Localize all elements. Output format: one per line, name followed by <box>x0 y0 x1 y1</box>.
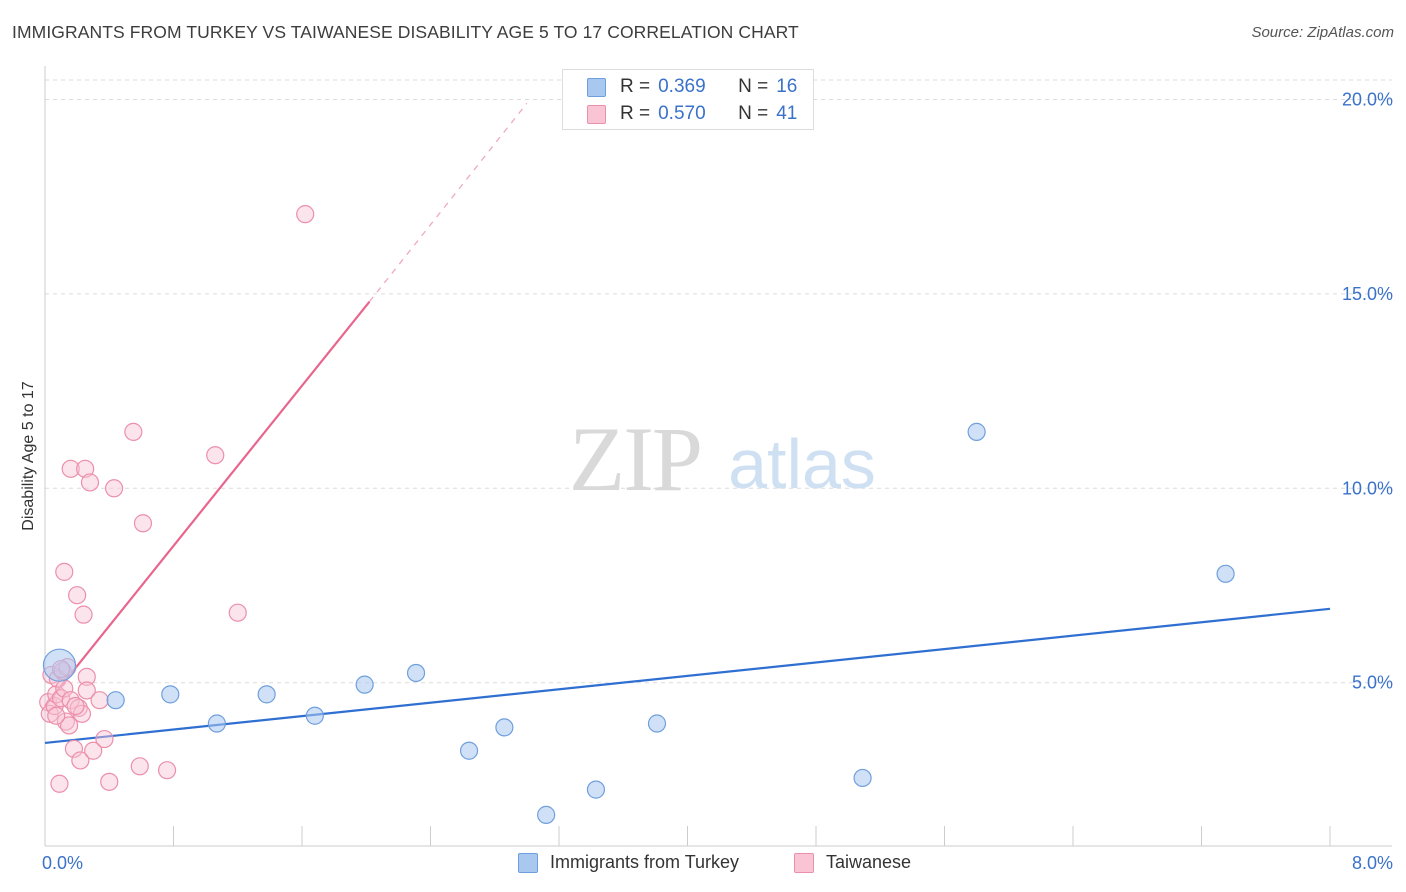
taiwanese-point <box>133 514 153 533</box>
taiwanese-point <box>76 459 95 478</box>
stats-legend: R = 0.369 N = 16 R = 0.570 N = 41 <box>562 69 814 130</box>
legend-label-turkey: Immigrants from Turkey <box>550 852 740 872</box>
point-layer <box>39 205 1235 824</box>
turkey-point <box>305 706 324 725</box>
taiwanese-point <box>69 698 88 718</box>
taiwanese-point <box>47 706 66 725</box>
turkey-point <box>207 714 226 733</box>
legend-item-taiwanese[interactable]: Taiwanese <box>794 852 911 873</box>
turkey-point <box>161 685 180 704</box>
r-value: 0.369 <box>658 76 706 97</box>
n-label: N = <box>738 103 769 124</box>
turkey-point <box>257 685 276 704</box>
taiwanese-point <box>59 716 79 735</box>
r-value: 0.570 <box>658 103 706 124</box>
taiwanese-trend-line <box>44 300 371 707</box>
y-tick-label: 10.0% <box>1342 478 1393 498</box>
legend-item-turkey[interactable]: Immigrants from Turkey <box>518 852 739 873</box>
taiwanese-point <box>74 605 93 624</box>
taiwanese-point <box>296 205 315 224</box>
turkey-point <box>537 805 556 824</box>
turkey-point <box>495 718 514 737</box>
taiwanese-point <box>206 446 225 465</box>
x-tick-label: 8.0% <box>1352 853 1393 873</box>
taiwanese-point <box>104 479 124 498</box>
turkey-point <box>1216 564 1235 583</box>
taiwanese-point <box>50 774 69 793</box>
taiwanese-point <box>84 741 103 760</box>
tick-label-layer: 5.0% 10.0% 15.0% 20.0% 0.0% 8.0% <box>42 89 1393 873</box>
r-label: R = <box>620 76 651 97</box>
taiwanese-point <box>66 696 85 716</box>
taiwanese-point <box>68 586 87 605</box>
y-tick-label: 15.0% <box>1342 284 1393 304</box>
legend-label-taiwanese: Taiwanese <box>826 852 912 872</box>
x-tick-label: 0.0% <box>42 853 83 873</box>
watermark-atlas: atlas <box>728 425 876 503</box>
taiwanese-point <box>100 772 119 791</box>
turkey-point <box>967 422 986 441</box>
turkey-point <box>459 741 479 760</box>
taiwanese-point <box>71 751 90 770</box>
turkey-point <box>355 675 374 694</box>
series-legend: Immigrants from Turkey Taiwanese <box>0 852 1406 878</box>
taiwanese-point <box>95 729 114 749</box>
grid-layer <box>45 79 1392 684</box>
stats-row-taiwanese: R = 0.570 N = 41 <box>587 103 797 125</box>
taiwanese-point <box>130 757 149 776</box>
taiwanese-point <box>124 422 143 441</box>
taiwanese-legend-swatch <box>794 852 814 873</box>
turkey-point <box>42 648 77 682</box>
turkey-point <box>406 663 426 683</box>
turkey-point <box>853 768 872 788</box>
turkey-point <box>586 780 606 799</box>
taiwanese-point <box>90 691 109 710</box>
turkey-point <box>106 691 125 710</box>
taiwanese-point <box>77 667 96 686</box>
taiwanese-swatch <box>587 104 606 124</box>
taiwanese-point <box>55 562 74 581</box>
chart-title: IMMIGRANTS FROM TURKEY VS TAIWANESE DISA… <box>12 22 799 42</box>
taiwanese-point <box>157 761 177 780</box>
turkey-swatch <box>587 77 606 97</box>
stats-row-turkey: R = 0.369 N = 16 <box>587 76 797 98</box>
trend-layer <box>44 102 1331 745</box>
watermark: ZIP atlas <box>569 408 876 510</box>
taiwanese-trend-extension <box>368 102 528 303</box>
turkey-trend-line <box>44 607 1331 745</box>
taiwanese-point <box>80 473 100 492</box>
y-tick-label: 5.0% <box>1352 673 1393 693</box>
y-tick-label: 20.0% <box>1342 89 1393 109</box>
r-label: R = <box>620 103 651 124</box>
taiwanese-point <box>64 739 84 758</box>
taiwanese-point <box>228 603 247 622</box>
axis-layer <box>44 66 1392 847</box>
taiwanese-point <box>61 459 80 478</box>
taiwanese-point <box>77 681 96 700</box>
turkey-point <box>647 714 667 733</box>
source-credit: Source: ZipAtlas.com <box>1251 24 1394 41</box>
n-value: 16 <box>776 76 798 97</box>
turkey-legend-swatch <box>518 852 538 873</box>
n-label: N = <box>738 76 769 97</box>
n-value: 41 <box>776 103 798 124</box>
watermark-zip: ZIP <box>569 408 701 510</box>
